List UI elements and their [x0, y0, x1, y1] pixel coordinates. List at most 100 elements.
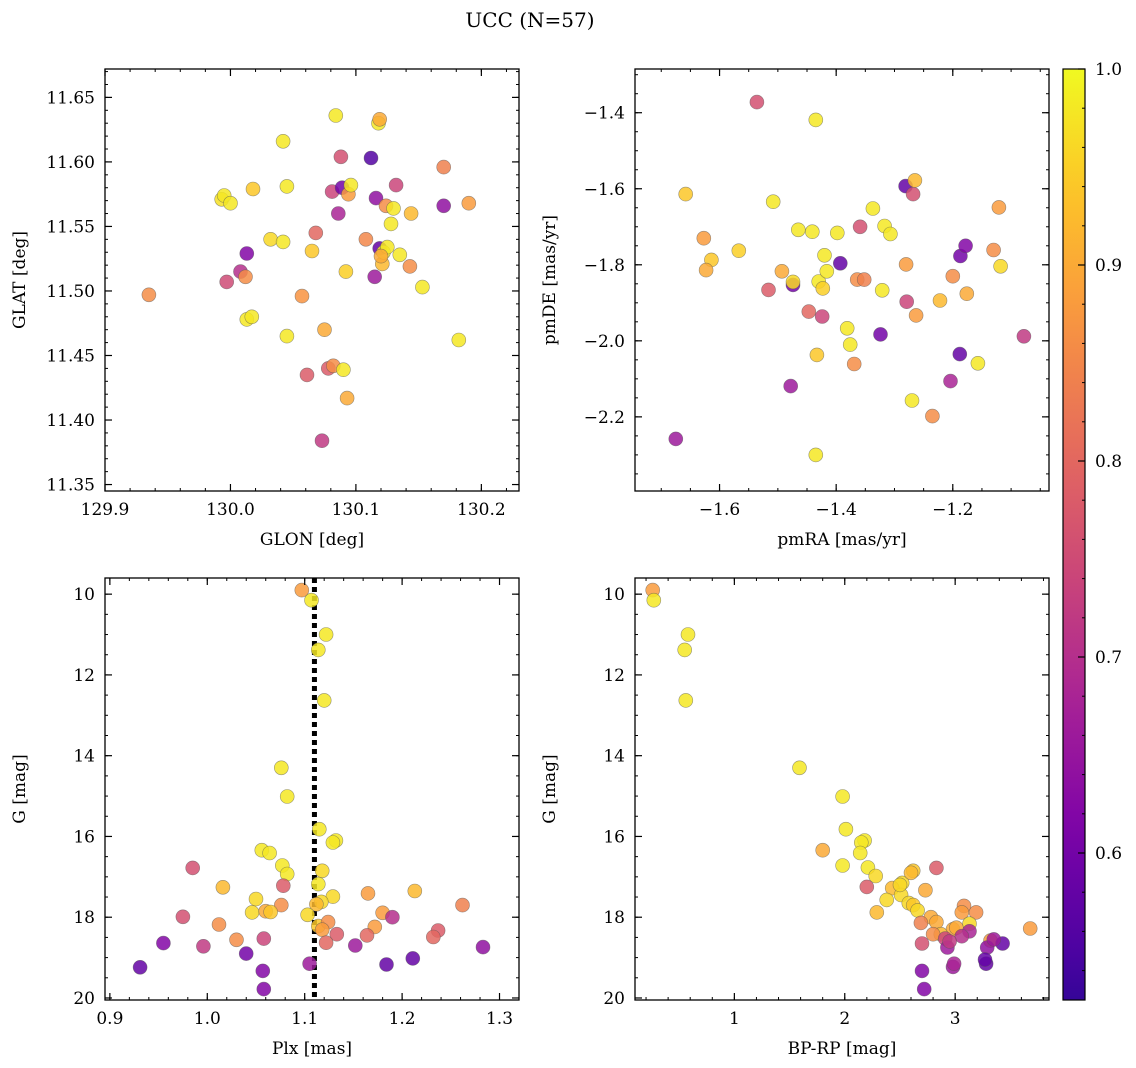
data-point — [916, 981, 932, 997]
data-point — [914, 936, 930, 951]
y-tick-label: 20 — [73, 989, 95, 1009]
x-tick-label: −1.2 — [932, 500, 973, 520]
y-tick-label: 11.55 — [46, 217, 95, 237]
y-axis-label: GLAT [deg] — [10, 231, 30, 329]
data-point — [852, 845, 868, 861]
data-point — [774, 263, 790, 279]
data-point — [403, 206, 419, 221]
data-point — [959, 286, 975, 302]
data-point — [852, 219, 868, 235]
panel-2: −1.6 −1.4 −1.2 −2.2 −2.0 −1.8 −1.6 −1.4 pmRA [ma… — [540, 68, 1050, 550]
data-point — [304, 592, 319, 608]
data-point — [238, 269, 253, 285]
axes-frame — [104, 577, 520, 1001]
colorbar-tick-label: 0.6 — [1095, 844, 1122, 864]
data-point — [942, 934, 957, 949]
data-point — [379, 957, 394, 972]
data-point — [256, 981, 272, 997]
panel-1: 129.9 130.0 130.1 130.2 11.35 11.40 11.45 11.50… — [10, 68, 520, 550]
panel-3: 0.9 1.0 1.1 1.2 1.3 10 12 14 16 18 20 Plx [mas] G [m… — [10, 577, 520, 1059]
y-tick-label: 12 — [603, 666, 625, 686]
data-point — [273, 760, 289, 776]
data-point — [436, 198, 452, 214]
data-point — [310, 876, 326, 892]
data-point — [455, 897, 470, 913]
data-point — [932, 293, 948, 308]
data-point — [678, 693, 694, 708]
data-point — [415, 279, 430, 295]
data-point — [785, 274, 801, 290]
data-point — [245, 181, 261, 197]
data-point — [407, 883, 423, 899]
colorbar-gradient — [1063, 69, 1085, 1000]
data-point — [279, 179, 295, 194]
data-point — [262, 845, 277, 861]
y-tick-label: −1.8 — [584, 256, 625, 276]
data-point — [668, 431, 684, 447]
data-point — [808, 447, 824, 463]
colorbar-tick-label: 0.9 — [1095, 256, 1122, 276]
data-point — [368, 190, 384, 206]
data-point — [646, 592, 662, 608]
data-point — [804, 224, 820, 239]
y-tick-label: 11.40 — [46, 411, 95, 431]
data-point — [436, 159, 452, 175]
data-point — [1022, 921, 1038, 936]
data-point — [765, 194, 781, 209]
data-point — [883, 226, 898, 242]
data-point — [925, 408, 940, 424]
data-point — [899, 294, 915, 310]
data-point — [275, 878, 291, 894]
data-point — [279, 789, 295, 804]
data-point — [309, 896, 324, 912]
data-point — [300, 907, 315, 923]
x-axis-label: pmRA [mas/yr] — [777, 530, 906, 550]
data-point — [913, 915, 929, 931]
y-tick-label: 11.60 — [46, 153, 95, 173]
data-point — [294, 582, 310, 598]
y-tick-label: 16 — [603, 827, 625, 847]
data-point — [244, 905, 260, 920]
y-tick-label: 14 — [73, 747, 95, 767]
data-point — [801, 304, 817, 319]
x-tick-label: 130.1 — [332, 500, 381, 520]
data-point — [275, 134, 291, 149]
data-point — [255, 963, 271, 979]
y-tick-label: 20 — [603, 989, 625, 1009]
data-point — [211, 917, 227, 932]
data-point — [386, 201, 401, 216]
data-point — [451, 332, 467, 348]
data-point — [156, 935, 171, 951]
data-point — [677, 642, 693, 658]
data-point — [954, 928, 970, 944]
data-point — [336, 362, 351, 378]
y-tick-label: 11.50 — [46, 282, 95, 302]
data-point — [839, 320, 855, 336]
data-point — [311, 821, 327, 837]
data-point — [325, 835, 341, 850]
data-point — [829, 225, 845, 241]
x-axis-label: GLON [deg] — [260, 530, 364, 550]
data-point — [977, 952, 993, 967]
data-point — [314, 863, 330, 879]
data-point — [846, 356, 862, 372]
x-tick-label: 1 — [729, 1009, 740, 1029]
data-point — [373, 248, 389, 264]
data-point — [256, 931, 272, 946]
colorbar-tick-label: 1.0 — [1095, 60, 1122, 80]
data-point — [903, 865, 919, 881]
data-point — [402, 259, 418, 274]
x-tick-label: 1.0 — [194, 1009, 221, 1029]
data-point — [359, 928, 375, 943]
figure-title: UCC (N=57) — [465, 8, 594, 32]
data-point — [294, 288, 310, 304]
data-point — [363, 150, 379, 166]
data-point — [873, 327, 888, 342]
data-point — [244, 309, 260, 325]
data-point — [993, 258, 1008, 274]
data-point — [308, 225, 324, 241]
colorbar-tick-label: 0.7 — [1095, 648, 1122, 668]
data-point — [475, 939, 491, 955]
data-point — [908, 308, 924, 323]
colorbar: 0.6 0.7 0.8 0.9 1.0 — [1062, 60, 1122, 1001]
